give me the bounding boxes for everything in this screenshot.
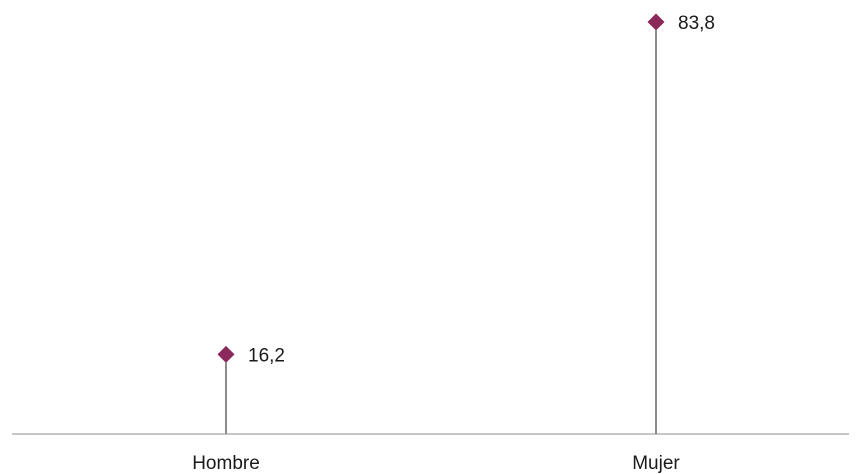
marker-mujer xyxy=(647,13,665,31)
value-label-hombre: 16,2 xyxy=(248,345,285,366)
category-label-hombre: Hombre xyxy=(192,453,260,474)
labels-layer: 16,2 Hombre 83,8 Mujer xyxy=(192,13,715,474)
markers-layer xyxy=(217,13,665,363)
marker-hombre xyxy=(217,345,235,363)
stems-layer xyxy=(225,22,657,434)
category-label-mujer: Mujer xyxy=(632,453,680,474)
value-label-mujer: 83,8 xyxy=(678,13,715,34)
